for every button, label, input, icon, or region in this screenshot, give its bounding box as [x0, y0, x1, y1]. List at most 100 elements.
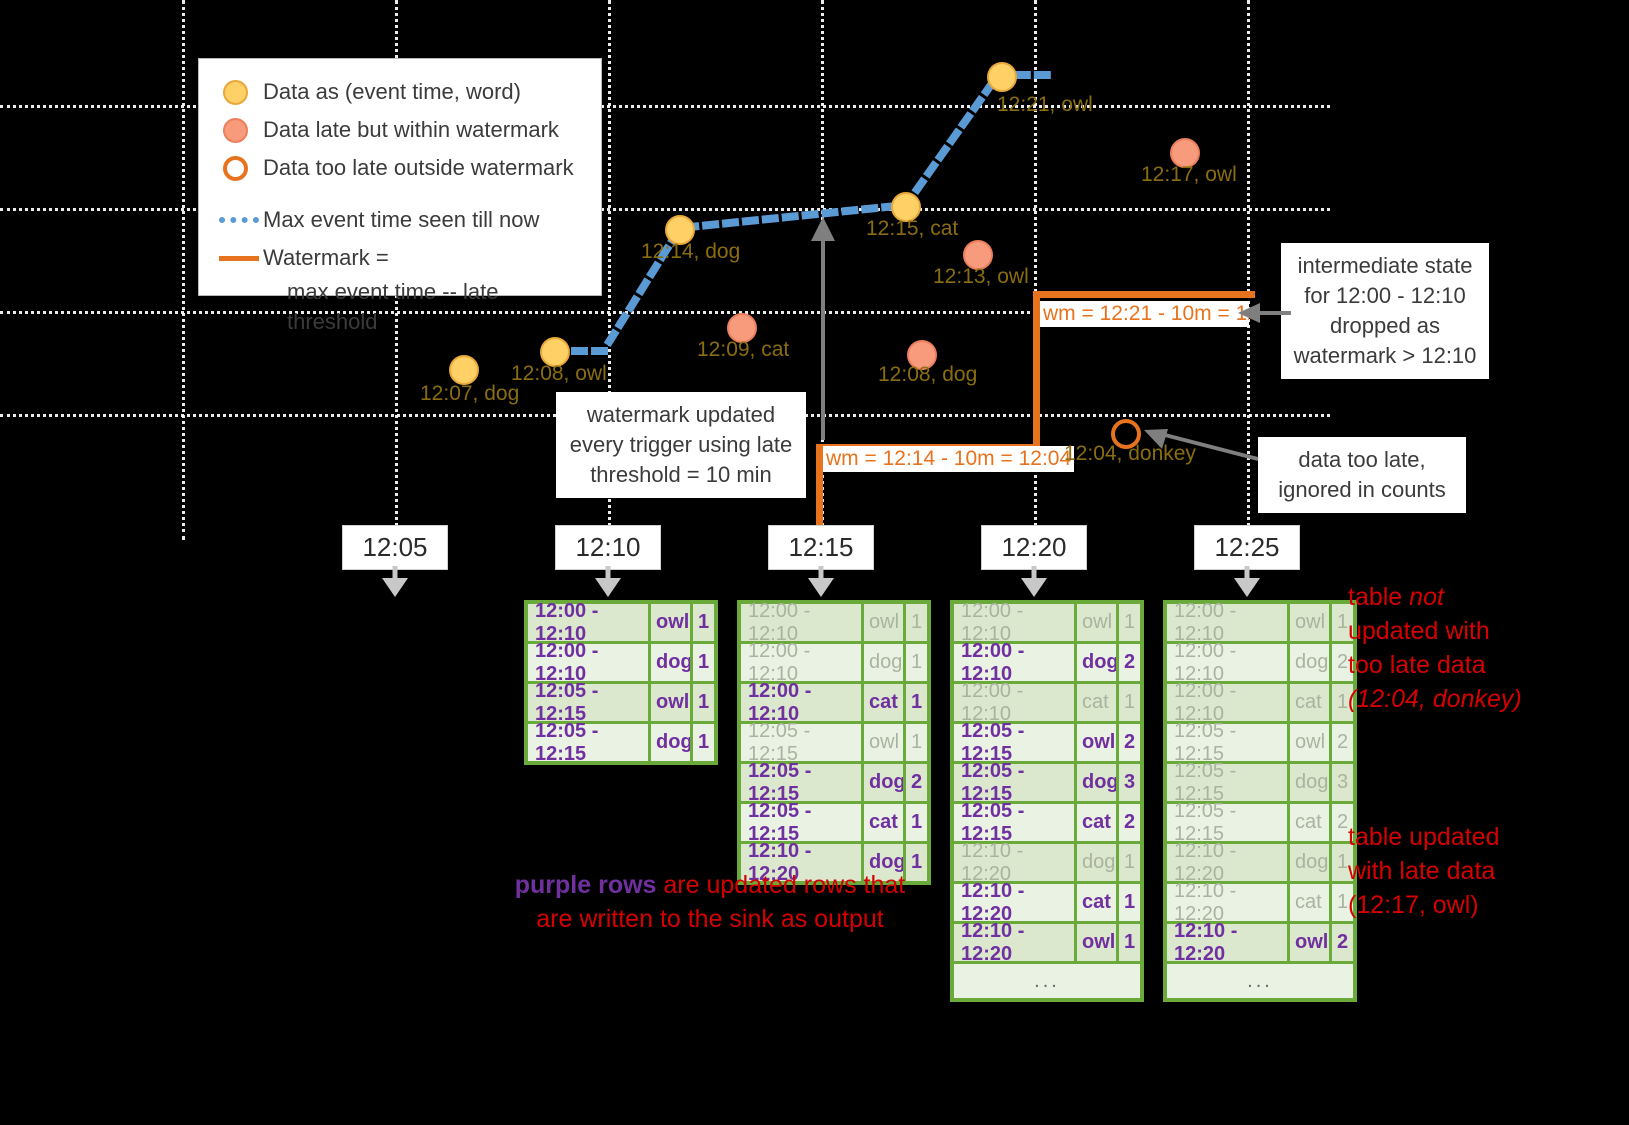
data-point-label: 12:17, owl	[1141, 163, 1237, 186]
cell-word: cat	[1287, 884, 1329, 921]
cell-word: owl	[1074, 604, 1116, 641]
legend-row-ontime: Data as (event time, word)	[217, 73, 585, 111]
cell-window: 12:00 - 12:10	[741, 640, 861, 685]
cell-word: dog	[1074, 764, 1119, 801]
cell-word: dog	[861, 644, 903, 681]
table-row: 12:05 - 12:15 owl 2	[1167, 720, 1353, 765]
cell-count: 1	[903, 724, 927, 761]
data-point-1208-owl	[540, 337, 570, 367]
data-point-label: 12:04, donkey	[1064, 442, 1196, 465]
table-row: 12:00 - 12:10 cat 1	[1167, 680, 1353, 725]
cell-count: 1	[903, 644, 927, 681]
cell-count: 3	[1116, 764, 1140, 801]
legend-label: Data as (event time, word)	[263, 79, 521, 104]
cell-count: 2	[1116, 804, 1140, 841]
cell-window: 12:10 - 12:20	[741, 840, 861, 885]
time-tick-1210: 12:10	[555, 525, 661, 570]
table-row: 12:05 - 12:15 dog 1	[528, 720, 714, 765]
cell-window: 12:05 - 12:15	[1167, 720, 1287, 765]
cell-word: owl	[861, 724, 903, 761]
cell-word: owl	[1287, 724, 1329, 761]
table-row: 12:00 - 12:10 dog 1	[741, 640, 927, 685]
table-ellipsis: ...	[1167, 964, 1353, 998]
table-row: 12:00 - 12:10 dog 2	[954, 640, 1140, 685]
time-tick-1205: 12:05	[342, 525, 448, 570]
cell-window: 12:10 - 12:20	[1167, 920, 1287, 965]
note-line: (12:04, donkey)	[1348, 685, 1522, 713]
table-row: 12:05 - 12:15 dog 2	[741, 760, 927, 805]
tick-down-arrow	[382, 566, 408, 597]
legend-label-continuation: max event time -- late threshold	[287, 279, 499, 334]
table-row: 12:00 - 12:10 dog 1	[528, 640, 714, 685]
note-line: too late data	[1348, 651, 1486, 679]
callout-line: intermediate state	[1297, 253, 1473, 278]
cell-word: cat	[1074, 804, 1116, 841]
table-row: 12:00 - 12:10 owl 1	[954, 600, 1140, 645]
cell-window: 12:05 - 12:15	[1167, 760, 1287, 805]
cell-count: 1	[1329, 884, 1353, 921]
note-line: are updated rows that	[656, 871, 906, 899]
callout-line: data too late,	[1298, 447, 1426, 472]
data-point-1213-owl	[963, 240, 993, 270]
legend: Data as (event time, word) Data late but…	[198, 58, 602, 334]
cell-word: owl	[1287, 924, 1329, 961]
callout-line: dropped as	[1329, 313, 1441, 338]
cell-count: 1	[1329, 604, 1353, 641]
cell-count: 1	[1116, 684, 1140, 721]
cell-window: 12:00 - 12:10	[741, 600, 861, 645]
time-tick-1215: 12:15	[768, 525, 874, 570]
data-point-1221-owl	[987, 62, 1017, 92]
note-line: (12:17, owl)	[1348, 891, 1479, 919]
callout-line: watermark updated	[586, 402, 776, 427]
tick-down-arrow	[808, 566, 834, 597]
table-row: 12:00 - 12:10 cat 1	[741, 680, 927, 725]
legend-label: Watermark =	[263, 245, 389, 270]
cell-word: cat	[1287, 684, 1329, 721]
cell-count: 1	[690, 724, 714, 761]
callout-watermark-updated: watermark updated every trigger using la…	[556, 392, 806, 498]
legend-row-watermark: Watermark =	[217, 239, 585, 277]
cell-count: 1	[690, 604, 714, 641]
cell-word: owl	[648, 604, 690, 641]
table-row: 12:10 - 12:20 dog 1	[954, 840, 1140, 885]
cell-word: dog	[861, 844, 906, 881]
table-row: 12:05 - 12:15 cat 2	[954, 800, 1140, 845]
data-point-1204-donkey	[1111, 419, 1141, 449]
time-tick-1220: 12:20	[981, 525, 1087, 570]
cell-count: 1	[1116, 844, 1140, 881]
watermark-line-segment	[1033, 291, 1255, 298]
data-point-1207-dog	[449, 355, 479, 385]
cell-count: 2	[1329, 924, 1353, 961]
cell-window: 12:05 - 12:15	[741, 760, 861, 805]
data-point-1208-dog	[907, 340, 937, 370]
data-point-label: 12:08, owl	[511, 362, 607, 385]
data-point-label: 12:13, owl	[933, 265, 1029, 288]
gridline-vertical	[182, 0, 185, 540]
table-row: 12:10 - 12:20 cat 1	[954, 880, 1140, 925]
watermark-line-segment	[816, 444, 823, 526]
note-line: table not	[1348, 583, 1444, 611]
note-line: are written to the sink as output	[536, 905, 884, 933]
watermark-label-1211: wm = 12:21 - 10m = 12:11	[1040, 301, 1249, 327]
table-row: 12:00 - 12:10 owl 1	[1167, 600, 1353, 645]
note-table-not-updated: table not updated with too late data (12…	[1348, 580, 1522, 716]
cell-window: 12:00 - 12:10	[954, 640, 1074, 685]
cell-window: 12:00 - 12:10	[528, 640, 648, 685]
tick-down-arrow	[1021, 566, 1047, 597]
cell-word: dog	[1287, 764, 1329, 801]
cell-word: dog	[1074, 844, 1116, 881]
callout-line: every trigger using late	[569, 432, 793, 457]
cell-count: 3	[1329, 764, 1353, 801]
cell-window: 12:00 - 12:10	[1167, 640, 1287, 685]
callout-data-too-late: data too late, ignored in counts	[1258, 437, 1466, 513]
filled-orange-circle-icon	[217, 117, 263, 143]
orange-solid-line-icon	[217, 255, 263, 261]
cell-word: cat	[1287, 804, 1329, 841]
table-row: 12:10 - 12:20 owl 1	[954, 920, 1140, 965]
note-line: table updated	[1348, 823, 1500, 851]
cell-window: 12:10 - 12:20	[1167, 880, 1287, 925]
cell-word: owl	[648, 684, 690, 721]
cell-count: 1	[1329, 684, 1353, 721]
cell-window: 12:05 - 12:15	[1167, 800, 1287, 845]
data-point-label: 12:15, cat	[866, 217, 959, 240]
